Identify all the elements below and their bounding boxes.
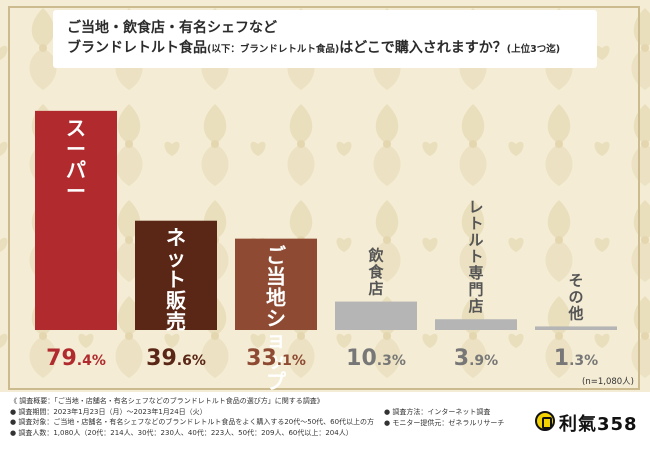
value-label-4: 3.9% [454,346,498,371]
sample-size-note: (n=1,080人) [582,377,634,387]
title-note: (上位3つ迄) [506,44,561,55]
logo-mark-icon [535,411,555,431]
survey-method: ● 調査方法：インターネット調査 [384,408,491,416]
category-label-3: 飲食店 [367,247,384,298]
category-label-1: ネット販売 [166,226,187,334]
survey-method-block: ● 調査方法：インターネット調査 ● モニター提供元：ゼネラルリサーチ [384,407,504,428]
bar-0 [35,110,117,330]
survey-footer: 《 調査概要：「ご当地・店舗名・有名シェフなどのブランドレトルト食品の選び方」に… [0,392,650,450]
category-label-2: ご当地ショップ [266,244,287,394]
logo-text: 利氣358 [559,414,638,435]
survey-summary: 《 調査概要：「ご当地・店舗名・有名シェフなどのブランドレトルト食品の選び方」に… [10,397,324,405]
survey-count: ● 調査人数：1,080人（20代：214人、30代：230人、40代：223人… [10,428,353,437]
survey-details: 《 調査概要：「ご当地・店舗名・有名シェフなどのブランドレトルト食品の選び方」に… [10,396,374,438]
survey-target: ● 調査対象：ご当地・店舗名・有名シェフなどのブランドレトルト食品をよく購入する… [10,418,375,427]
title-box: ご当地・飲食店・有名シェフなど ブランドレトルト食品(以下：ブランドレトルト食品… [53,10,597,68]
survey-provider: ● モニター提供元：ゼネラルリサーチ [384,418,505,427]
title-tail: はどこで購入されますか？ [339,40,507,56]
title-main: ブランドレトルト食品 [67,40,207,56]
survey-period: ● 調査期間：2023年1月23日（月）～2023年1月24日（火） [10,407,207,416]
chart-title-line1: ご当地・飲食店・有名シェフなど [67,20,277,36]
value-label-5: 1.3% [554,346,598,371]
title-paren: (以下：ブランドレトルト食品) [207,44,340,55]
value-label-2: 33.1% [246,346,306,371]
brand-logo: 利氣358 [535,408,643,438]
category-label-0: スーパー [66,116,86,203]
bar-3 [335,301,417,330]
value-label-3: 10.3% [346,346,406,371]
category-label-4: レトルト専門店 [468,198,483,315]
bar-5 [535,326,617,330]
chart-title-line2: ブランドレトルト食品(以下：ブランドレトルト食品)はどこで購入されますか？(上位… [67,38,597,60]
bar-4 [435,319,517,330]
bar-1 [135,220,217,330]
value-label-1: 39.6% [146,346,206,371]
bar-2 [235,238,317,330]
value-label-0: 79.4% [46,346,106,371]
category-label-5: その他 [567,271,583,322]
chart-frame [8,6,640,390]
